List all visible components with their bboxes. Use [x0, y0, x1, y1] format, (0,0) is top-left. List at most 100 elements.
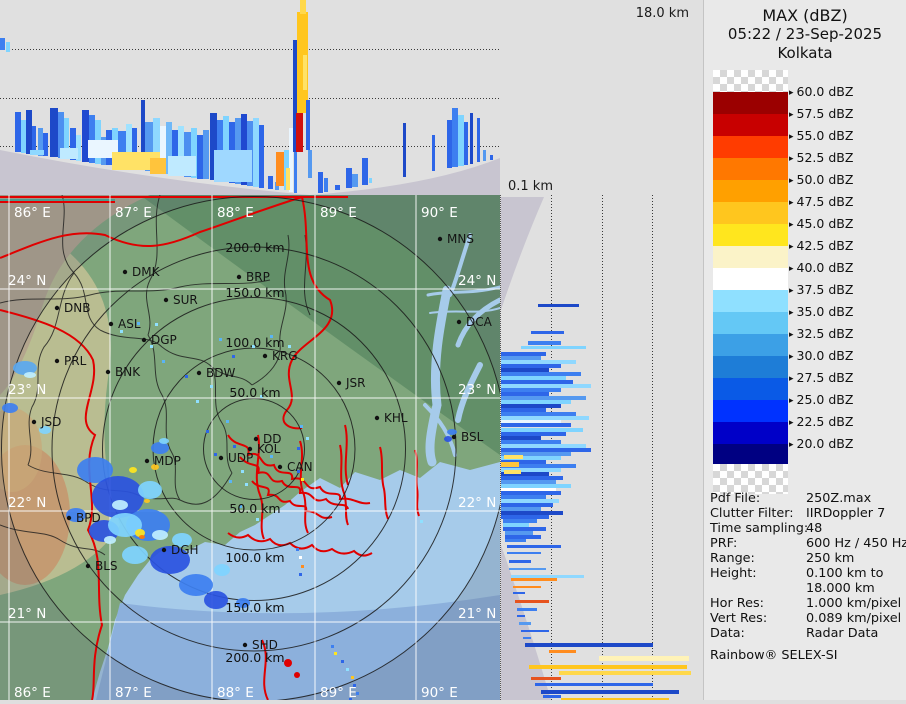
legend-tick-icon: ▸: [789, 396, 794, 406]
legend-swatch: [713, 136, 788, 158]
legend-tick-icon: ▸: [789, 308, 794, 318]
info-row: Pdf File: 250Z.max: [710, 491, 904, 506]
legend-swatch-underflow: [713, 444, 788, 464]
svg-text:86° E: 86° E: [14, 205, 51, 221]
info-label: Range:: [710, 551, 755, 566]
city-label: BNK: [115, 365, 141, 379]
legend-tick-icon: ▸: [789, 198, 794, 208]
legend-swatch: [713, 422, 788, 444]
svg-text:100.0 km: 100.0 km: [225, 550, 284, 565]
city-label: DNB: [64, 301, 90, 315]
legend-swatch: [713, 246, 788, 268]
legend-boundary-label: ▸ 55.0 dBZ: [789, 128, 854, 143]
legend-boundary-label: ▸ 60.0 dBZ: [789, 84, 854, 99]
svg-text:24° N: 24° N: [8, 273, 46, 289]
city-label: CAN: [287, 460, 313, 474]
legend-boundary-label: ▸ 50.0 dBZ: [789, 172, 854, 187]
legend-boundary-label: ▸ 45.0 dBZ: [789, 216, 854, 231]
svg-text:90° E: 90° E: [421, 205, 458, 221]
city-markers: MNS DMK BRP SUR DNB DCA ASL DGP KRG PRL BNK BDW JSR K…: [31, 232, 493, 652]
legend-boundary-label: ▸ 52.5 dBZ: [789, 150, 854, 165]
city-label: DGP: [151, 333, 177, 347]
station-name: Kolkata: [777, 44, 833, 62]
info-label: [710, 581, 806, 596]
svg-text:88° E: 88° E: [217, 685, 254, 700]
legend-tick-icon: ▸: [789, 110, 794, 120]
svg-text:23° N: 23° N: [458, 382, 496, 398]
legend-swatch: [713, 356, 788, 378]
out-of-range-overlay: [0, 195, 507, 702]
legend-swatch: [713, 114, 788, 136]
info-row: Data: Radar Data: [710, 626, 904, 641]
city-label: JSD: [40, 415, 61, 429]
city-label: DCA: [466, 315, 493, 329]
info-row: Time sampling: 48: [710, 521, 904, 536]
city-label: MNS: [447, 232, 474, 246]
svg-text:89° E: 89° E: [320, 685, 357, 700]
city-label: UDP: [228, 451, 253, 465]
legend-swatch: [713, 268, 788, 290]
city-label: PRL: [64, 354, 87, 368]
legend-swatch: [713, 400, 788, 422]
city-label: BPD: [76, 511, 101, 525]
product-info-block: Pdf File: 250Z.max Clutter Filter: IIRDoppl…: [710, 491, 906, 663]
legend-boundary-label: ▸ 22.5 dBZ: [789, 414, 854, 429]
right-height-profile-panel: [500, 195, 703, 700]
svg-text:90° E: 90° E: [421, 685, 458, 700]
info-value: 18.000 km: [806, 581, 875, 596]
legend-tick-icon: ▸: [789, 220, 794, 230]
product-timestamp: 05:22 / 23-Sep-2025: [727, 25, 883, 43]
info-value: 1.000 km/pixel: [806, 596, 902, 611]
svg-text:200.0 km: 200.0 km: [225, 240, 284, 255]
legend-boundary-label: ▸ 35.0 dBZ: [789, 304, 854, 319]
latlon-grid: [0, 195, 500, 700]
legend-tick-icon: ▸: [789, 154, 794, 164]
info-label: Hor Res:: [710, 596, 764, 611]
city-label: JSR: [345, 376, 366, 390]
legend-boundary-label: ▸ 40.0 dBZ: [789, 260, 854, 275]
legend-swatch: [713, 158, 788, 180]
city-label: BSL: [461, 430, 484, 444]
legend-tick-icon: ▸: [789, 440, 794, 450]
info-value: 0.100 km to: [806, 566, 884, 581]
legend-swatch-overflow: [713, 70, 788, 92]
svg-text:89° E: 89° E: [320, 205, 357, 221]
info-row: Vert Res: 0.089 km/pixel: [710, 611, 904, 626]
svg-text:100.0 km: 100.0 km: [225, 335, 284, 350]
product-title: MAX (dBZ): [762, 6, 848, 25]
title-block: MAX (dBZ) 05:22 / 23-Sep-2025 Kolkata: [704, 6, 906, 63]
legend-tick-icon: ▸: [789, 242, 794, 252]
legend-boundary-label: ▸ 32.5 dBZ: [789, 326, 854, 341]
info-label: Data:: [710, 626, 745, 641]
legend-tick-icon: ▸: [789, 352, 794, 362]
legend-tick-icon: ▸: [789, 374, 794, 384]
svg-text:150.0 km: 150.0 km: [225, 285, 284, 300]
top-height-profile-panel: [0, 0, 500, 195]
legend-boundary-label: ▸ 25.0 dBZ: [789, 392, 854, 407]
info-value: 600 Hz / 450 Hz: [806, 536, 906, 551]
svg-text:50.0 km: 50.0 km: [229, 501, 280, 516]
legend-tick-icon: ▸: [789, 132, 794, 142]
svg-text:87° E: 87° E: [115, 685, 152, 700]
legend-tick-icon: ▸: [789, 88, 794, 98]
svg-text:87° E: 87° E: [115, 205, 152, 221]
info-row: Range: 250 km: [710, 551, 904, 566]
legend-swatch: [713, 334, 788, 356]
info-value: Radar Data: [806, 626, 879, 641]
city-label: BDW: [206, 366, 235, 380]
legend-boundary-label: ▸ 47.5 dBZ: [789, 194, 854, 209]
legend-panel: MAX (dBZ) 05:22 / 23-Sep-2025 Kolkata ▸ 6…: [703, 0, 906, 700]
info-row: Height: 0.100 km to: [710, 566, 904, 581]
height-axis-max-label: 18.0 km: [635, 6, 689, 21]
svg-text:88° E: 88° E: [217, 205, 254, 221]
city-label: DGH: [171, 543, 199, 557]
info-label: Vert Res:: [710, 611, 768, 626]
height-axis-min-label: 0.1 km: [508, 179, 553, 194]
legend-tick-icon: ▸: [789, 330, 794, 340]
legend-tick-icon: ▸: [789, 286, 794, 296]
info-label: Height:: [710, 566, 757, 581]
info-label: Pdf File:: [710, 491, 761, 506]
info-value: 250 km: [806, 551, 855, 566]
radar-map: 86° E 86° E 87° E 87° E 88° E 88° E 89° E 89° E…: [0, 194, 507, 702]
